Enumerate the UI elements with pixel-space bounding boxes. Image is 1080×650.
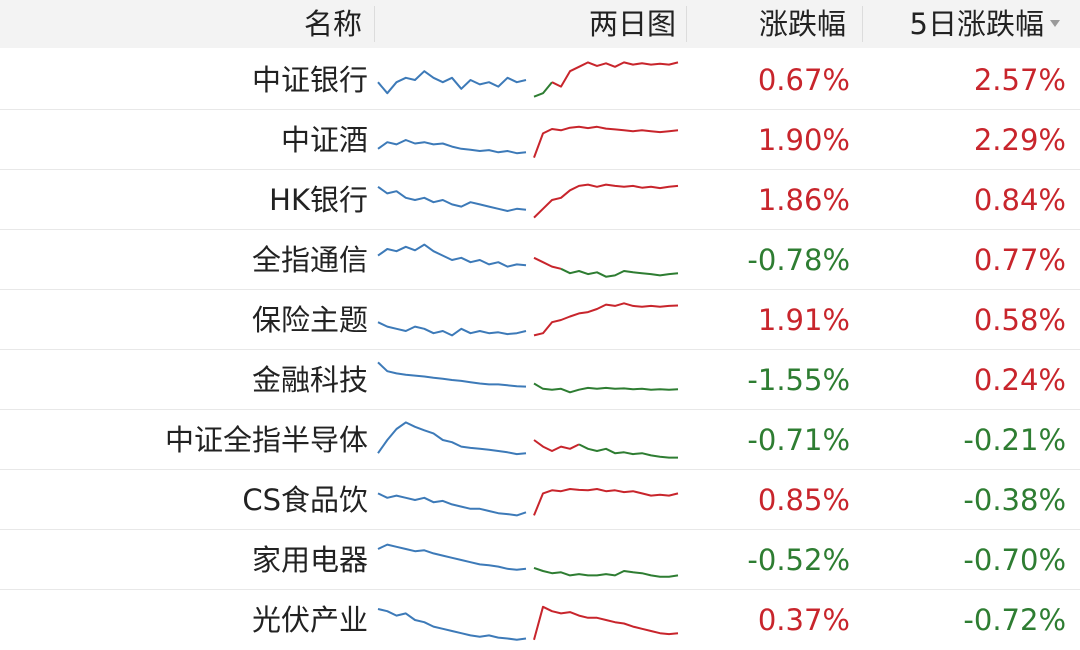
row-name: CS食品饮 <box>242 483 368 517</box>
row-change-5d: -0.72% <box>963 603 1066 637</box>
row-change-5d: 0.58% <box>973 303 1066 337</box>
row-change: 1.90% <box>757 123 850 157</box>
today-line-start <box>533 81 553 98</box>
today-line <box>551 61 679 88</box>
row-change-5d: 0.24% <box>973 363 1066 397</box>
previous-day-line <box>377 70 527 95</box>
table-row[interactable]: 光伏产业 0.37% -0.72% <box>0 590 1080 650</box>
row-change: 1.91% <box>757 303 850 337</box>
row-change: -0.52% <box>747 543 850 577</box>
row-name: HK银行 <box>269 183 368 217</box>
row-change: -1.55% <box>747 363 850 397</box>
row-change: -0.71% <box>747 423 850 457</box>
today-line <box>533 382 679 394</box>
row-change-5d: 2.29% <box>973 123 1066 157</box>
header-name[interactable]: 名称 <box>303 7 362 41</box>
row-divider <box>0 589 1080 590</box>
header-divider <box>374 6 375 42</box>
header-divider <box>862 6 863 42</box>
row-name: 中证酒 <box>280 123 368 157</box>
header-chart[interactable]: 两日图 <box>588 7 676 41</box>
today-line <box>533 125 679 158</box>
header-change[interactable]: 涨跌幅 <box>758 7 846 41</box>
previous-day-line <box>377 608 527 641</box>
today-line <box>533 566 679 578</box>
two-day-sparkline <box>377 243 679 278</box>
two-day-sparkline <box>377 361 679 394</box>
two-day-sparkline <box>377 125 679 158</box>
row-name: 中证全指半导体 <box>164 423 368 457</box>
today-line-start <box>533 439 580 452</box>
table-row[interactable]: 家用电器 -0.52% -0.70% <box>0 530 1080 590</box>
row-change-5d: 0.77% <box>973 243 1066 277</box>
previous-day-line <box>377 243 527 268</box>
row-divider <box>0 289 1080 290</box>
row-divider <box>0 349 1080 350</box>
header-divider <box>686 6 687 42</box>
row-change-5d: -0.38% <box>963 483 1066 517</box>
table-row[interactable]: 保险主题 1.91% 0.58% <box>0 290 1080 350</box>
row-name: 中证银行 <box>251 63 368 97</box>
row-change: 0.85% <box>757 483 850 517</box>
two-day-sparkline <box>377 61 679 98</box>
today-line <box>560 267 679 278</box>
row-divider <box>0 229 1080 230</box>
row-name: 光伏产业 <box>251 603 368 637</box>
two-day-sparkline <box>377 488 679 517</box>
today-line <box>533 302 679 337</box>
row-divider <box>0 409 1080 410</box>
row-change: -0.78% <box>747 243 850 277</box>
row-change-5d: -0.70% <box>963 543 1066 577</box>
row-divider <box>0 109 1080 110</box>
sort-down-icon[interactable] <box>1050 20 1060 27</box>
table-header: 名称 两日图 涨跌幅 5日涨跌幅 <box>0 0 1080 48</box>
row-name: 保险主题 <box>251 303 368 337</box>
today-line <box>533 183 679 219</box>
today-line-start <box>533 256 562 270</box>
two-day-sparkline <box>377 605 679 641</box>
previous-day-line <box>377 492 527 517</box>
previous-day-line <box>377 543 527 571</box>
previous-day-line <box>377 185 527 212</box>
today-line <box>578 443 678 459</box>
previous-day-line <box>377 361 527 388</box>
row-change-5d: 2.57% <box>973 63 1066 97</box>
two-day-sparkline <box>377 421 678 459</box>
row-change-5d: -0.21% <box>963 423 1066 457</box>
row-name: 金融科技 <box>251 363 368 397</box>
table-row[interactable]: CS食品饮 0.85% -0.38% <box>0 470 1080 530</box>
row-change-5d: 0.84% <box>973 183 1066 217</box>
table-row[interactable]: HK银行 1.86% 0.84% <box>0 170 1080 230</box>
previous-day-line <box>377 321 527 337</box>
row-divider <box>0 169 1080 170</box>
row-divider <box>0 529 1080 530</box>
table-row[interactable]: 中证全指半导体 -0.71% -0.21% <box>0 410 1080 470</box>
two-day-sparkline <box>377 302 679 337</box>
header-change-5d[interactable]: 5日涨跌幅 <box>909 7 1044 41</box>
two-day-sparkline <box>377 183 679 219</box>
today-line <box>533 605 679 641</box>
row-name: 家用电器 <box>251 543 368 577</box>
today-line <box>533 488 679 516</box>
table-row[interactable]: 全指通信 -0.78% 0.77% <box>0 230 1080 290</box>
previous-day-line <box>377 421 527 456</box>
row-name: 全指通信 <box>251 243 368 277</box>
row-divider <box>0 469 1080 470</box>
previous-day-line <box>377 139 527 155</box>
table-row[interactable]: 中证酒 1.90% 2.29% <box>0 110 1080 170</box>
two-day-sparkline <box>377 543 679 578</box>
row-change: 0.67% <box>757 63 850 97</box>
table-row[interactable]: 金融科技 -1.55% 0.24% <box>0 350 1080 410</box>
row-change: 1.86% <box>757 183 850 217</box>
table-row[interactable]: 中证银行 0.67% 2.57% <box>0 50 1080 110</box>
row-change: 0.37% <box>757 603 850 637</box>
